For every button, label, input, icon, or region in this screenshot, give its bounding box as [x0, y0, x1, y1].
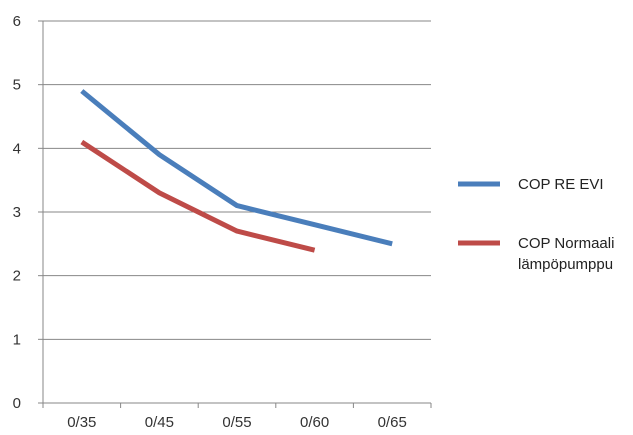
y-tick-label: 5: [13, 77, 21, 94]
x-tick-label: 0/65: [378, 414, 407, 431]
series-line-1: [80, 89, 393, 247]
x-axis-tick-labels: 0/35 0/45 0/55 0/60 0/65: [67, 414, 407, 431]
gridlines: [43, 20, 431, 340]
series-line-2: [80, 139, 316, 253]
y-axis-tick-labels: 0 1 2 3 4 5 6: [13, 13, 21, 412]
y-tick-label: 0: [13, 395, 21, 412]
legend-label: lämpöpumppu: [518, 256, 613, 273]
y-tick-label: 3: [13, 204, 21, 221]
y-tick-label: 1: [13, 331, 21, 348]
axes: [38, 20, 432, 408]
y-tick-label: 4: [13, 140, 21, 157]
x-tick-label: 0/60: [300, 414, 329, 431]
y-tick-label: 6: [13, 13, 21, 30]
legend: COP RE EVI COP Normaali lämpöpumppu: [458, 176, 614, 273]
x-tick-label: 0/55: [222, 414, 251, 431]
legend-label: COP Normaali: [518, 235, 614, 252]
x-tick-label: 0/45: [145, 414, 174, 431]
x-tick-label: 0/35: [67, 414, 96, 431]
series-lines: [80, 89, 393, 253]
y-tick-label: 2: [13, 268, 21, 285]
legend-label: COP RE EVI: [518, 176, 604, 193]
